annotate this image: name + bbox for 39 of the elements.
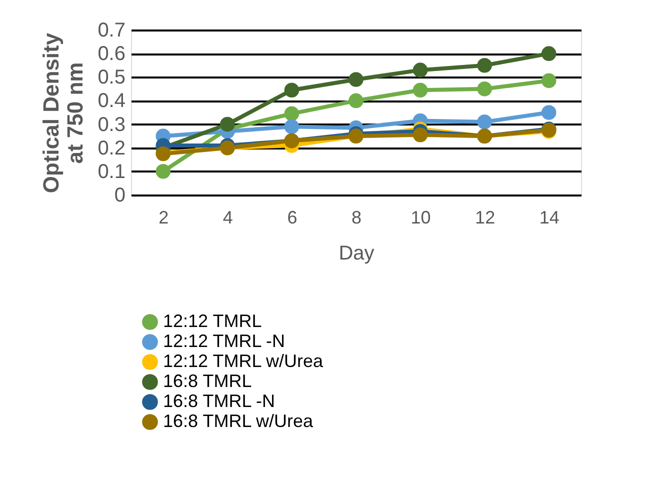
y-tick-label: 0.2 — [98, 137, 126, 160]
x-tick-label: 14 — [539, 208, 560, 228]
legend-label: 12:12 TMRL w/Urea — [163, 351, 324, 371]
y-tick-label: 0.5 — [98, 66, 126, 89]
point — [284, 82, 300, 98]
y-tick-label: 0.6 — [98, 43, 126, 66]
x-axis-title: Day — [338, 242, 374, 264]
x-tick-label: 12 — [475, 208, 496, 228]
x-tick-label: 2 — [158, 208, 169, 228]
y-tick-label: 0.3 — [98, 114, 126, 136]
point — [156, 164, 171, 179]
x-tick-label: 10 — [410, 208, 431, 228]
y-tick-label: 0.1 — [98, 160, 126, 183]
point — [412, 62, 428, 78]
point — [541, 105, 556, 120]
y-tick-label: 0.4 — [98, 90, 126, 112]
y-axis-title: Optical Density at 750 nm — [38, 32, 88, 194]
legend-label: 12:12 TMRL -N — [163, 331, 286, 351]
legend-label: 16:8 TMRL -N — [163, 391, 276, 411]
y-tick-label: 0.7 — [98, 20, 126, 42]
point — [284, 119, 300, 134]
point — [412, 127, 428, 142]
point — [220, 116, 235, 132]
point — [477, 58, 492, 73]
point — [541, 46, 556, 61]
x-tick-label: 6 — [287, 208, 298, 228]
legend-label: 16:8 TMRL w/Urea — [163, 411, 314, 431]
point — [541, 73, 556, 88]
x-tick-label: 8 — [351, 208, 362, 228]
legend-label: 12:12 TMRL — [163, 311, 262, 331]
point — [412, 82, 428, 98]
point — [477, 114, 492, 130]
y-tick-label: 0 — [114, 184, 126, 206]
point — [284, 106, 300, 122]
point — [348, 93, 364, 108]
x-tick-label: 4 — [222, 208, 233, 228]
point — [348, 72, 364, 87]
legend-label: 16:8 TMRL — [163, 371, 252, 391]
point — [477, 82, 492, 96]
